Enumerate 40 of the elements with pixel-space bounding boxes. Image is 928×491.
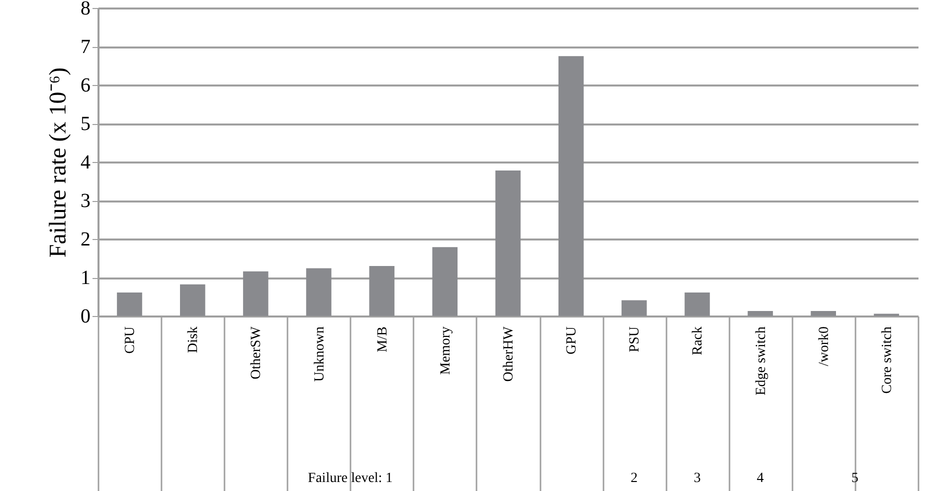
bar bbox=[558, 56, 584, 316]
bar bbox=[684, 292, 710, 316]
x-tick-label: M/B bbox=[375, 326, 390, 352]
y-axis-title: Failure rate (x 10⁻⁶) bbox=[46, 67, 72, 258]
y-tick-label: 6 bbox=[80, 74, 90, 96]
bar bbox=[243, 271, 268, 316]
x-tick-label: /work0 bbox=[816, 326, 832, 366]
bar bbox=[622, 300, 647, 316]
y-tick-label: 8 bbox=[80, 0, 90, 20]
y-tick-label: 3 bbox=[80, 190, 90, 212]
y-tick-label: 2 bbox=[80, 228, 90, 250]
bar bbox=[495, 170, 521, 316]
bar bbox=[748, 310, 773, 316]
text: 3 bbox=[694, 471, 701, 486]
y-tick-label: 0 bbox=[80, 306, 90, 328]
x-tick-label: CPU bbox=[123, 326, 138, 354]
y-tick-label: 4 bbox=[80, 152, 90, 174]
x-tick-label: Rack bbox=[690, 326, 706, 356]
y-tick-label: 5 bbox=[80, 113, 90, 135]
x-tick-label: OtherHW bbox=[502, 326, 516, 382]
y-tick-label: 7 bbox=[80, 36, 90, 58]
bar bbox=[810, 310, 836, 316]
x-tick-label: PSU bbox=[628, 326, 643, 352]
bar bbox=[369, 266, 394, 316]
x-tick-label: Disk bbox=[186, 326, 202, 353]
text: 2 bbox=[630, 471, 638, 486]
x-tick-label: Unknown bbox=[312, 326, 328, 382]
bar bbox=[432, 247, 458, 316]
x-tick-label: Memory bbox=[438, 326, 454, 375]
bar bbox=[116, 292, 142, 316]
text: 4 bbox=[756, 471, 764, 486]
x-tick-label: Core switch bbox=[880, 326, 895, 394]
text: Failure level: 1 bbox=[308, 471, 393, 486]
x-tick-label: Edge switch bbox=[754, 326, 769, 396]
y-tick-label: 1 bbox=[80, 267, 90, 289]
text: 5 bbox=[851, 471, 858, 486]
x-tick-label: GPU bbox=[564, 326, 580, 355]
bar bbox=[306, 268, 332, 316]
bar bbox=[180, 284, 206, 316]
x-tick-label: OtherSW bbox=[249, 326, 264, 380]
